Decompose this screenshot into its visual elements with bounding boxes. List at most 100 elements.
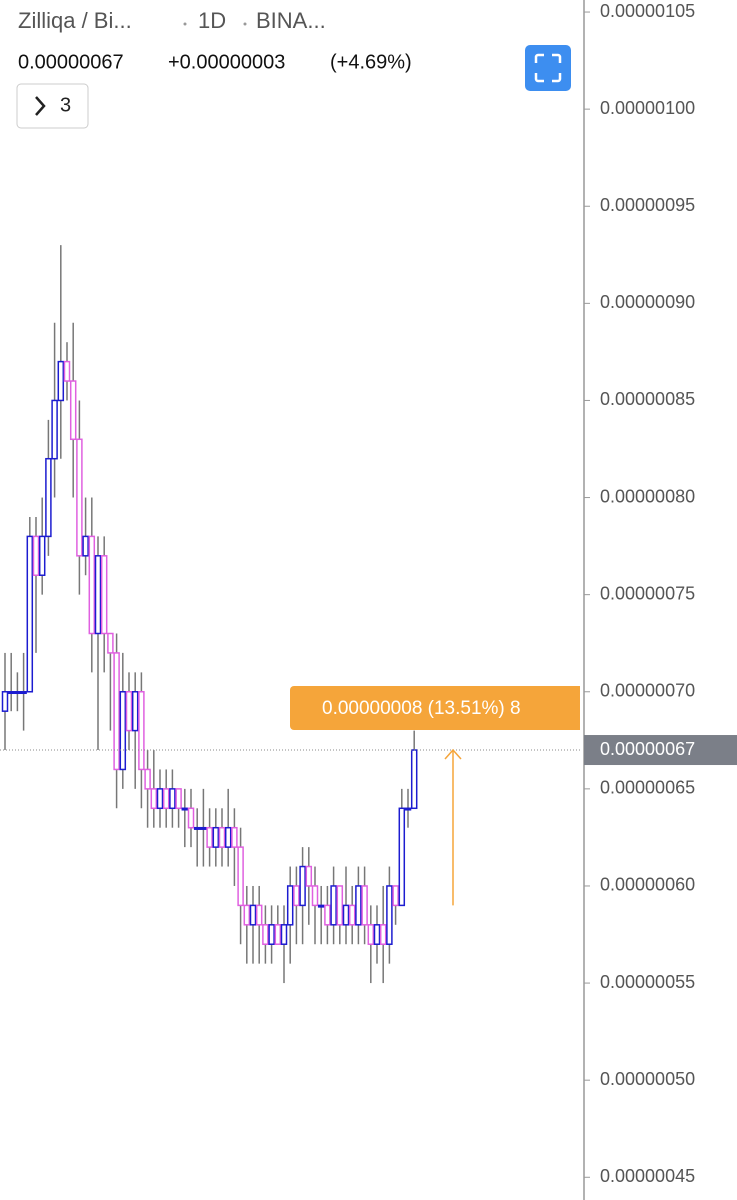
candle-body: [69, 380, 77, 441]
candle-body: [63, 360, 71, 382]
candle-body: [410, 749, 418, 810]
candle-body: [175, 788, 182, 810]
candle-body: [193, 826, 201, 830]
y-tick-label: 0.00000075: [600, 583, 695, 603]
candle-body: [367, 924, 375, 945]
candle-body: [82, 535, 89, 557]
candle-body: [336, 885, 344, 926]
button-frame: [525, 45, 571, 91]
candle-body: [398, 807, 406, 907]
candle-body: [14, 691, 21, 695]
candle-body: [361, 885, 368, 926]
measure-label: 0.00000008 (13.51%) 8: [322, 698, 521, 719]
candle-body: [386, 885, 393, 945]
candle-body: [262, 924, 269, 945]
y-tick-label: 0.00000105: [600, 1, 695, 21]
candle-body: [26, 535, 34, 693]
measure-label-box: [290, 686, 580, 730]
candle-body: [404, 807, 412, 811]
change-percent: (+4.69%): [330, 51, 412, 73]
candle-body: [162, 788, 170, 810]
candle-body: [38, 535, 46, 576]
candle-body: [7, 691, 15, 695]
candle-body: [181, 807, 189, 811]
y-tick-label: 0.00000055: [600, 972, 695, 992]
candle-body: [268, 924, 275, 945]
symbol: Zilliqa / Bi...: [18, 8, 132, 33]
y-tick-label: 0.00000095: [600, 195, 695, 215]
candle-body: [373, 924, 381, 945]
candle-body: [317, 904, 325, 908]
candle-body: [113, 652, 120, 771]
candle-body: [200, 826, 207, 830]
y-tick-label: 0.00000065: [600, 778, 695, 798]
candle-body: [305, 865, 313, 887]
candle-body: [293, 885, 300, 907]
indicators-button[interactable]: 3: [16, 83, 89, 129]
interval: 1D: [198, 8, 226, 33]
y-tick-label: 0.00000070: [600, 681, 695, 701]
candle-body: [57, 360, 65, 402]
candle-body: [150, 788, 158, 810]
candle-body: [125, 691, 133, 732]
indicators-count: 3: [60, 94, 71, 116]
candle-body: [249, 904, 257, 926]
candle-body: [88, 535, 96, 635]
button-frame: [16, 83, 89, 129]
candle-body: [131, 691, 139, 732]
last-price-label: 0.00000067: [600, 739, 695, 759]
candle-body: [156, 788, 164, 810]
candle-body: [169, 788, 176, 810]
candle-body: [51, 399, 58, 460]
candle-body: [187, 807, 195, 829]
candle-body: [76, 438, 83, 557]
candle-body: [311, 885, 319, 907]
candle-body: [379, 924, 387, 945]
separator: [243, 22, 247, 26]
candle-body: [218, 826, 226, 848]
arrow-head: [444, 748, 462, 760]
candle-body: [243, 904, 251, 926]
candle-body: [144, 768, 151, 790]
candle-body: [94, 555, 102, 635]
candle-body: [206, 826, 213, 848]
y-tick-label: 0.00000080: [600, 486, 695, 506]
candle-body: [100, 555, 108, 635]
candle-body: [212, 826, 220, 848]
candle-body: [324, 904, 331, 926]
candle-body: [1, 691, 9, 712]
candle-body: [237, 846, 244, 907]
candle-body: [119, 691, 127, 771]
candle-body: [348, 904, 356, 926]
candle-body: [330, 885, 337, 926]
candle-body: [274, 924, 282, 945]
candle-body: [286, 885, 294, 926]
separator: [183, 22, 187, 26]
fullscreen-button[interactable]: [525, 45, 571, 91]
candle-body: [224, 826, 232, 848]
last-price-tag: [584, 735, 737, 766]
candle-body: [392, 885, 399, 907]
candle-body: [107, 632, 114, 654]
y-tick-label: 0.00000100: [600, 98, 695, 118]
candle-body: [342, 904, 350, 926]
change: +0.00000003: [168, 51, 285, 73]
price: 0.00000067: [18, 51, 124, 73]
candle-body: [280, 924, 288, 945]
y-tick-label: 0.00000085: [600, 389, 695, 409]
y-tick-label: 0.00000045: [600, 1166, 695, 1186]
candle-body: [45, 457, 52, 538]
candle-body: [138, 691, 145, 771]
candle-body: [255, 904, 263, 926]
chevron: [35, 96, 46, 116]
candle-body: [355, 885, 362, 926]
y-tick-label: 0.00000060: [600, 875, 695, 895]
fullscreen-icon: [534, 53, 562, 83]
candle-body: [231, 826, 238, 848]
y-tick-label: 0.00000050: [600, 1069, 695, 1089]
exchange: BINA...: [256, 8, 326, 33]
y-tick-label: 0.00000090: [600, 292, 695, 312]
candle-body: [20, 691, 27, 695]
